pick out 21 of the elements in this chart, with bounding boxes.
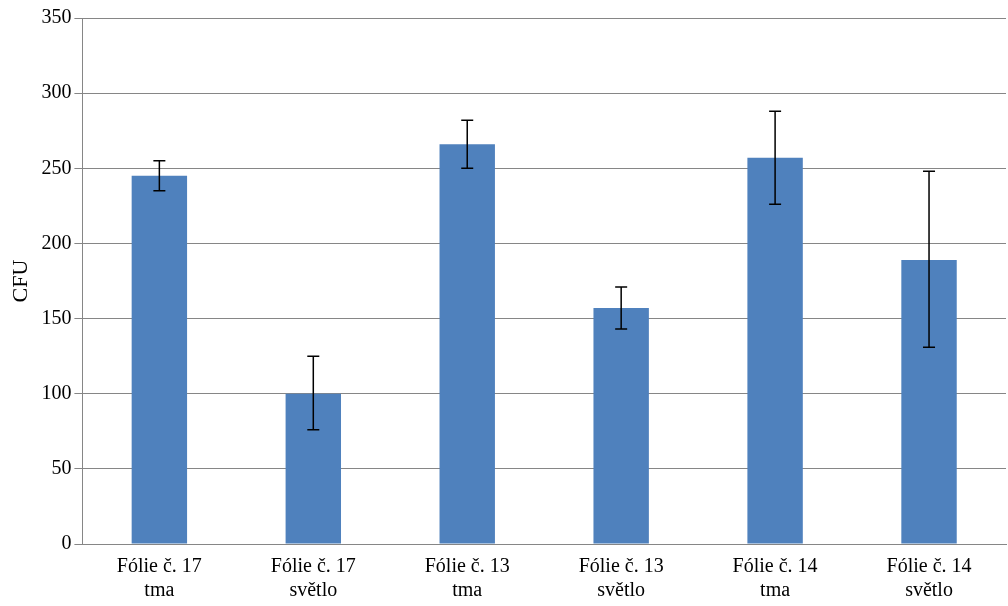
x-tick-label: Fólie č. 13 světlo: [578, 554, 664, 601]
x-tick-label: Fólie č. 17 světlo: [270, 554, 356, 601]
y-tick-label: 200: [41, 230, 72, 253]
y-tick-label: 150: [41, 305, 72, 328]
x-tick-label: Fólie č. 17 tma: [116, 554, 202, 601]
y-tick-label: 250: [41, 155, 72, 178]
y-tick-label: 0: [61, 531, 72, 554]
x-tick-label: Fólie č. 14 tma: [732, 554, 818, 601]
bar: [285, 393, 342, 544]
bar: [439, 144, 495, 544]
x-tick-label: Fólie č. 13 tma: [424, 554, 510, 601]
y-tick-label: 300: [41, 80, 72, 103]
bar: [593, 308, 649, 544]
y-axis-title: CFU: [6, 259, 32, 303]
x-tick-label: Fólie č. 14 světlo: [886, 554, 972, 601]
y-tick-label: 350: [41, 5, 72, 28]
bar: [747, 157, 803, 544]
y-tick-label: 100: [41, 380, 72, 403]
bar: [901, 259, 957, 544]
y-tick-label: 50: [51, 456, 72, 479]
bar: [131, 175, 188, 544]
